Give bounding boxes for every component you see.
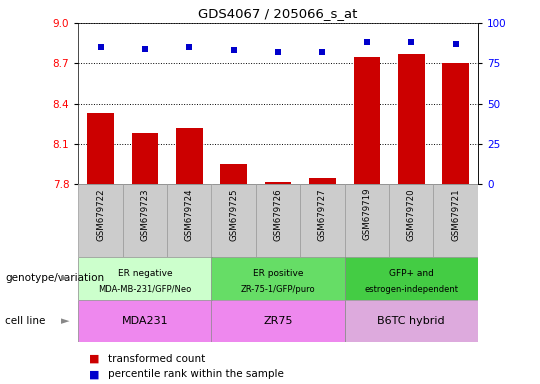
Bar <box>212 300 345 342</box>
Bar <box>345 300 478 342</box>
Text: ER negative: ER negative <box>118 269 172 278</box>
Text: MDA231: MDA231 <box>122 316 168 326</box>
Point <box>230 47 238 53</box>
Bar <box>345 184 389 257</box>
Text: GSM679720: GSM679720 <box>407 188 416 241</box>
Text: ■: ■ <box>89 369 99 379</box>
Bar <box>442 63 469 184</box>
Text: ZR75: ZR75 <box>264 316 293 326</box>
Text: ER positive: ER positive <box>253 269 303 278</box>
Text: percentile rank within the sample: percentile rank within the sample <box>108 369 284 379</box>
Text: B6TC hybrid: B6TC hybrid <box>377 316 445 326</box>
Text: ►: ► <box>60 273 69 283</box>
Point <box>318 49 327 55</box>
Text: GSM679722: GSM679722 <box>96 188 105 241</box>
Bar <box>265 182 292 184</box>
Point <box>185 44 194 50</box>
Bar <box>212 184 256 257</box>
Point <box>451 41 460 47</box>
Bar <box>212 257 345 300</box>
Text: GFP+ and: GFP+ and <box>389 269 434 278</box>
Bar <box>398 54 424 184</box>
Text: GSM679723: GSM679723 <box>140 188 150 241</box>
Text: GSM679719: GSM679719 <box>362 188 372 240</box>
Text: estrogen-independent: estrogen-independent <box>364 285 458 294</box>
Bar <box>87 113 114 184</box>
Bar <box>354 56 380 184</box>
Point <box>274 49 282 55</box>
Bar <box>256 184 300 257</box>
Text: MDA-MB-231/GFP/Neo: MDA-MB-231/GFP/Neo <box>98 285 192 294</box>
Text: ►: ► <box>60 316 69 326</box>
Title: GDS4067 / 205066_s_at: GDS4067 / 205066_s_at <box>198 7 358 20</box>
Bar <box>345 257 478 300</box>
Text: cell line: cell line <box>5 316 46 326</box>
Point <box>407 39 416 45</box>
Bar <box>220 164 247 184</box>
Text: ZR-75-1/GFP/puro: ZR-75-1/GFP/puro <box>241 285 315 294</box>
Bar <box>78 257 212 300</box>
Text: GSM679725: GSM679725 <box>229 188 238 241</box>
Text: GSM679721: GSM679721 <box>451 188 460 241</box>
Point <box>96 44 105 50</box>
Text: genotype/variation: genotype/variation <box>5 273 105 283</box>
Bar <box>309 177 336 184</box>
Text: GSM679727: GSM679727 <box>318 188 327 241</box>
Bar <box>132 133 158 184</box>
Text: GSM679724: GSM679724 <box>185 188 194 241</box>
Bar <box>434 184 478 257</box>
Text: ■: ■ <box>89 354 99 364</box>
Point <box>140 46 149 52</box>
Bar <box>176 128 202 184</box>
Text: transformed count: transformed count <box>108 354 205 364</box>
Bar <box>123 184 167 257</box>
Bar <box>300 184 345 257</box>
Point <box>362 39 371 45</box>
Text: GSM679726: GSM679726 <box>274 188 282 241</box>
Bar <box>78 184 123 257</box>
Bar <box>78 300 212 342</box>
Bar <box>167 184 212 257</box>
Bar <box>389 184 434 257</box>
